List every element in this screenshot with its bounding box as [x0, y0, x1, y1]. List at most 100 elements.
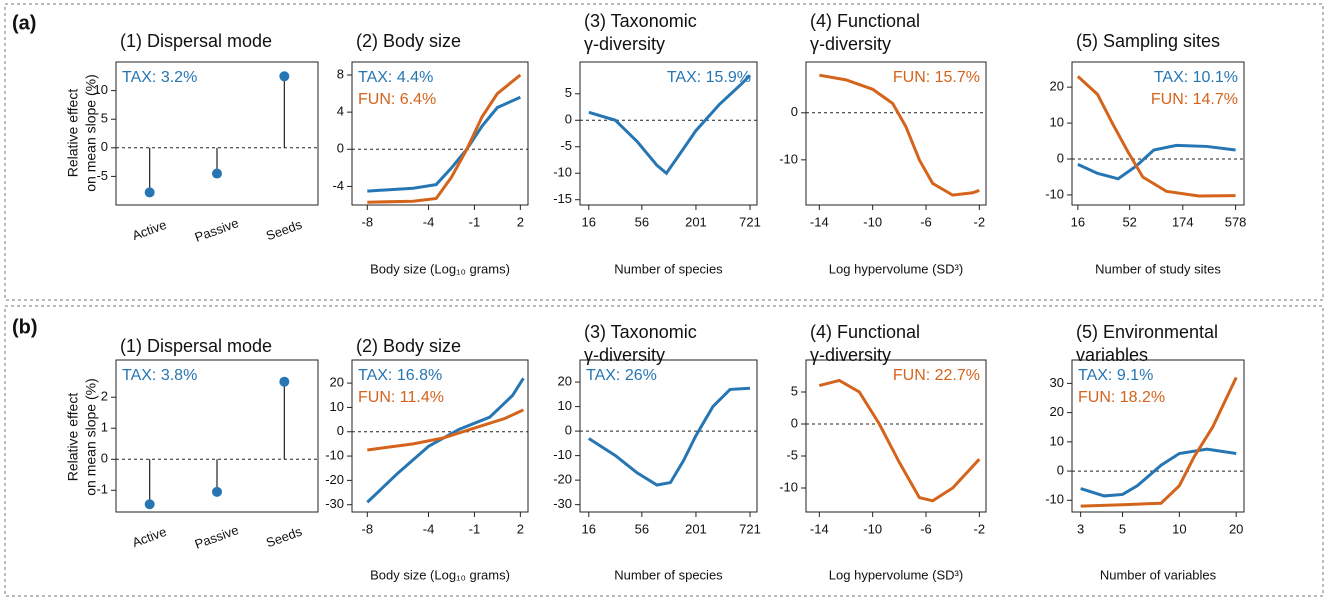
y-tick-label: -10: [1045, 492, 1064, 507]
dot: [212, 168, 222, 179]
x-tick-label: 52: [1122, 214, 1136, 229]
line: [367, 408, 525, 452]
annotation: TAX: 3.2%: [122, 69, 197, 86]
x-tick-label: Active: [130, 524, 168, 550]
x-tick-label: 721: [739, 521, 761, 536]
y-tick-label: 20: [1050, 79, 1064, 94]
x-tick-label: Passive: [193, 522, 241, 552]
x-tick-label: 16: [582, 521, 596, 536]
y-tick-label: -5: [96, 168, 108, 183]
y-tick-label: -10: [325, 448, 344, 463]
y-tick-label: -4: [332, 178, 344, 193]
y-tick-label: -20: [553, 472, 572, 487]
y-tick-label: -10: [553, 165, 572, 180]
y-tick-label: 0: [1057, 150, 1064, 165]
y-tick-label: 0: [101, 451, 108, 466]
line: [367, 95, 521, 193]
chart-title: γ-diversity: [810, 34, 891, 54]
x-axis-label: Body size (Log₁₀ grams): [370, 261, 510, 276]
y-tick-label: 8: [337, 66, 344, 81]
y-tick-label: -30: [325, 496, 344, 511]
y-axis-label: on mean slope (%): [83, 74, 99, 192]
chart-title: (3) Taxonomic: [584, 322, 697, 342]
line: [1077, 143, 1236, 181]
plot-frame: [579, 359, 758, 513]
line: [587, 386, 751, 487]
y-tick-label: -5: [786, 447, 798, 462]
y-tick-label: -10: [553, 447, 572, 462]
annotation: TAX: 10.1%: [1154, 69, 1238, 86]
y-tick-label: 0: [565, 423, 572, 438]
x-tick-label: 201: [685, 214, 707, 229]
line: [588, 74, 752, 176]
x-axis-label: Number of species: [614, 567, 723, 582]
x-tick-label: 578: [1225, 214, 1247, 229]
x-tick-label: -4: [423, 521, 435, 536]
panel-label: (a): [12, 12, 36, 34]
y-tick-label: 10: [558, 398, 572, 413]
y-tick-label: 0: [791, 415, 798, 430]
x-tick-label: -14: [810, 214, 829, 229]
x-axis-label: Log hypervolume (SD³): [829, 567, 963, 582]
y-tick-label: 30: [1050, 375, 1064, 390]
y-tick-label: 0: [791, 104, 798, 119]
plot-frame: [115, 61, 319, 206]
x-tick-label: 16: [1071, 214, 1085, 229]
annotation: FUN: 15.7%: [893, 69, 980, 86]
y-tick-label: -10: [779, 151, 798, 166]
y-tick-label: 0: [101, 139, 108, 154]
y-tick-label: -20: [325, 472, 344, 487]
x-tick-label: Passive: [193, 215, 241, 245]
x-tick-label: 2: [517, 521, 524, 536]
y-tick-label: -10: [779, 479, 798, 494]
chart-title: (3) Taxonomic: [584, 11, 697, 31]
y-tick-label: 0: [565, 112, 572, 127]
x-axis-label: Number of study sites: [1095, 261, 1221, 276]
x-tick-label: -6: [920, 521, 932, 536]
x-tick-label: -4: [423, 214, 435, 229]
x-tick-label: 10: [1172, 521, 1186, 536]
annotation: FUN: 22.7%: [893, 367, 980, 384]
y-tick-label: 4: [337, 104, 344, 119]
x-tick-label: 3: [1077, 521, 1084, 536]
y-tick-label: 0: [1057, 463, 1064, 478]
y-tick-label: -1: [96, 482, 108, 497]
y-tick-label: 20: [558, 374, 572, 389]
chart-title: (5) Sampling sites: [1076, 31, 1220, 51]
y-tick-label: 1: [101, 420, 108, 435]
x-tick-label: -6: [920, 214, 932, 229]
chart-title: (1) Dispersal mode: [120, 31, 272, 51]
line: [1080, 447, 1237, 498]
chart-title: (4) Functional: [810, 322, 920, 342]
x-tick-label: 56: [635, 214, 649, 229]
line: [1080, 376, 1238, 508]
dot: [279, 376, 290, 387]
chart-title: γ-diversity: [810, 345, 891, 365]
y-tick-label: 2: [101, 389, 108, 404]
row-frame: [4, 3, 1324, 301]
annotation: TAX: 16.8%: [358, 367, 442, 384]
annotation: TAX: 3.8%: [122, 367, 197, 384]
y-tick-label: 0: [337, 141, 344, 156]
y-tick-label: 20: [330, 375, 344, 390]
annotation: FUN: 18.2%: [1078, 389, 1165, 406]
y-tick-label: 10: [1050, 433, 1064, 448]
plot-frame: [351, 61, 529, 206]
chart-title: (4) Functional: [810, 11, 920, 31]
line: [367, 73, 522, 204]
annotation: TAX: 9.1%: [1078, 367, 1153, 384]
y-tick-label: 0: [337, 423, 344, 438]
x-axis-label: Number of variables: [1100, 567, 1217, 582]
chart-title: variables: [1076, 345, 1148, 365]
chart-title: (1) Dispersal mode: [120, 336, 272, 356]
x-tick-label: 56: [635, 521, 649, 536]
y-axis-label: Relative effect: [65, 89, 81, 178]
plot-frame: [579, 61, 758, 206]
panel-label: (b): [12, 316, 38, 338]
line: [818, 378, 981, 503]
annotation: FUN: 6.4%: [358, 91, 436, 108]
x-tick-label: 5: [1119, 521, 1126, 536]
x-tick-label: -1: [469, 214, 481, 229]
y-tick-label: 5: [101, 111, 108, 126]
